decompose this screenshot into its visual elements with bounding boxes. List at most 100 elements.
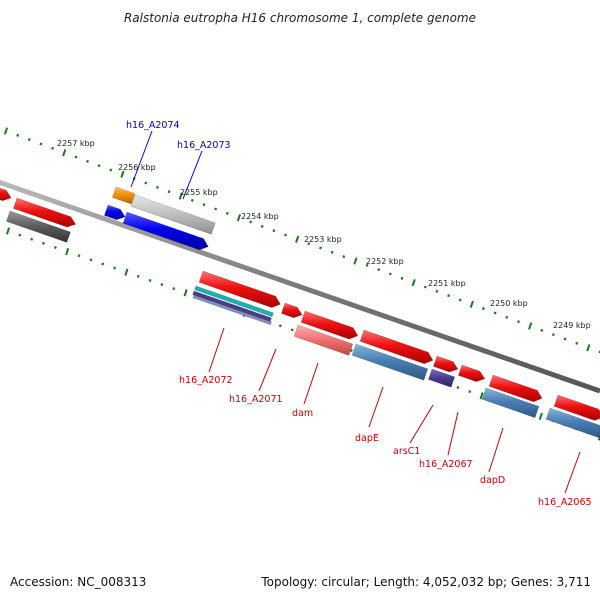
tick-mark	[435, 289, 439, 293]
gene-feature-dapE[interactable]	[351, 343, 429, 381]
tick-mark	[3, 127, 9, 135]
gene-feature[interactable]	[433, 355, 459, 373]
gene-label-h16-A2073[interactable]: h16_A2073	[177, 140, 231, 151]
leader-h16-A2072	[208, 327, 225, 373]
gene-label-h16-A2072[interactable]: h16_A2072	[179, 375, 233, 386]
gene-feature-arsC1[interactable]	[428, 368, 456, 388]
gene-feature-h16-A2071[interactable]	[194, 285, 274, 318]
leader-h16-A2074	[130, 130, 153, 188]
tick-mark	[42, 241, 45, 245]
tick-mark	[284, 233, 287, 237]
tick-mark	[377, 268, 381, 272]
tick-mark	[51, 146, 55, 150]
tick-mark	[295, 235, 300, 243]
tick-mark	[447, 294, 451, 298]
gene-feature-h16-A2065[interactable]	[545, 407, 600, 439]
tick-mark	[190, 198, 194, 202]
leader-dam	[303, 362, 319, 405]
tick-mark	[330, 250, 334, 254]
tick-mark	[109, 168, 113, 172]
tick-mark	[18, 233, 22, 237]
genome-stats-text: Topology: circular; Length: 4,052,032 bp…	[261, 575, 591, 589]
tick-mark	[411, 279, 416, 287]
tick-mark	[236, 214, 242, 222]
tick-label: 2254 kbp	[241, 212, 279, 221]
tick-mark	[101, 262, 105, 266]
tick-mark	[458, 298, 462, 302]
tick-label: 2257 kbp	[57, 139, 95, 148]
tick-mark	[505, 315, 509, 319]
gene-label-h16-A2065[interactable]: h16_A2065	[538, 497, 592, 508]
tick-mark	[155, 185, 159, 189]
tick-mark	[597, 433, 600, 441]
tick-mark	[144, 181, 148, 185]
gene-feature[interactable]	[0, 186, 12, 202]
leader-dapD	[488, 427, 504, 473]
gene-feature[interactable]	[6, 210, 71, 243]
gene-label-dapE[interactable]: dapE	[355, 433, 379, 444]
tick-mark	[27, 138, 31, 142]
tick-mark	[575, 341, 579, 345]
tick-mark	[74, 155, 78, 159]
gene-feature[interactable]	[488, 374, 543, 403]
tick-mark	[113, 266, 117, 270]
tick-mark	[214, 207, 218, 211]
tick-mark	[77, 254, 81, 258]
tick-mark	[290, 328, 294, 332]
gene-label-h16-A2071[interactable]: h16_A2071	[229, 394, 283, 405]
gene-feature[interactable]	[104, 204, 126, 221]
gene-label-h16-A2074[interactable]: h16_A2074	[126, 120, 180, 131]
tick-mark	[172, 287, 176, 291]
gene-feature[interactable]	[122, 211, 209, 251]
tick-label: 2252 kbp	[366, 257, 404, 266]
gene-feature[interactable]	[13, 197, 77, 228]
tick-mark	[349, 348, 353, 352]
gene-feature[interactable]	[281, 302, 303, 319]
map-title: Ralstonia eutropha H16 chromosome 1, com…	[124, 11, 476, 25]
tick-mark	[30, 237, 34, 241]
gene-feature-h16-A2074[interactable]	[112, 186, 136, 205]
tick-mark	[183, 289, 188, 297]
gene-feature[interactable]	[359, 329, 434, 365]
label-leaders	[130, 130, 581, 494]
tick-mark	[89, 258, 93, 262]
gene-labels: h16_A2074 h16_A2073 h16_A2072 h16_A2071 …	[126, 120, 592, 508]
gene-label-dapD[interactable]: dapD	[480, 475, 505, 486]
leader-h16-A2065	[564, 451, 581, 494]
tick-mark	[202, 203, 206, 207]
gene-feature-dapD[interactable]	[481, 387, 540, 419]
gene-feature[interactable]	[192, 294, 272, 326]
gene-label-h16-A2067[interactable]: h16_A2067	[419, 459, 473, 470]
gene-label-arsC1[interactable]: arsC1	[393, 446, 420, 457]
gene-label-dam[interactable]: dam	[292, 408, 313, 419]
gene-feature[interactable]	[293, 324, 354, 356]
gene-feature-h16-A2073[interactable]	[130, 194, 216, 235]
tick-mark	[586, 344, 591, 352]
tick-mark	[423, 285, 427, 289]
tick-mark	[400, 276, 404, 280]
gene-feature-h16-A2072[interactable]	[198, 270, 281, 308]
gene-feature[interactable]	[553, 394, 600, 421]
tick-mark	[148, 278, 152, 282]
leader-h16-A2071	[258, 348, 277, 392]
tick-mark	[319, 246, 322, 250]
tick-mark	[482, 307, 485, 311]
tick-mark	[120, 170, 125, 178]
tick-mark	[272, 229, 276, 233]
tick-label: 2256 kbp	[118, 163, 156, 172]
tick-mark	[97, 164, 101, 168]
tick-mark	[528, 322, 533, 330]
leader-dapE	[368, 386, 384, 428]
tick-mark	[86, 159, 89, 163]
gene-layer	[0, 186, 600, 439]
tick-mark	[249, 220, 253, 224]
gene-feature-dam[interactable]	[300, 310, 359, 340]
gene-feature[interactable]	[458, 364, 486, 382]
tick-mark	[563, 337, 567, 341]
tick-label: 2255 kbp	[180, 188, 218, 197]
leader-h16-A2067	[447, 411, 459, 456]
leader-h16-A2073	[182, 150, 203, 200]
tick-mark	[136, 274, 140, 278]
tick-mark	[493, 311, 497, 315]
